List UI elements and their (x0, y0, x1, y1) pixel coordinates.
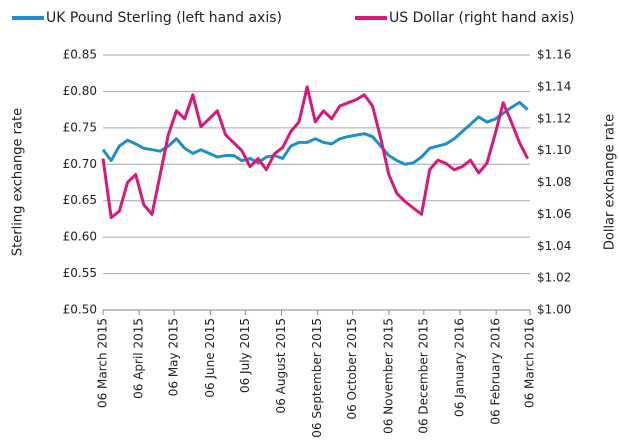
y2-tick-label: $1.00 (537, 303, 571, 317)
y2-tick-label: $1.04 (537, 239, 571, 253)
x-tick-label: 06 January 2016 (453, 318, 467, 417)
y2-tick-label: $1.06 (537, 207, 571, 221)
y2-tick-label: $1.14 (537, 79, 571, 93)
legend-label: UK Pound Sterling (left hand axis) (46, 10, 282, 26)
y-tick-label: £0.85 (63, 48, 97, 62)
y-tick-label: £0.70 (63, 157, 97, 171)
y-tick-label: £0.55 (63, 266, 97, 280)
y-tick-label: £0.75 (63, 120, 97, 134)
x-tick-label: 06 November 2015 (381, 318, 395, 434)
x-tick-label: 06 October 2015 (345, 318, 359, 419)
y-tick-label: £0.65 (63, 193, 97, 207)
x-tick-label: 06 July 2015 (238, 318, 252, 393)
y2-tick-label: $1.10 (537, 143, 571, 157)
y-tick-label: £0.80 (63, 84, 97, 98)
y2-tick-label: $1.12 (537, 111, 571, 125)
x-tick-label: 06 March 2015 (96, 318, 110, 408)
x-tick-label: 06 September 2015 (310, 318, 324, 438)
legend-label: US Dollar (right hand axis) (389, 10, 574, 26)
x-tick-label: 06 March 2016 (523, 318, 537, 408)
y2-tick-label: $1.02 (537, 271, 571, 285)
x-tick-label: 06 April 2015 (132, 318, 146, 399)
series-line (101, 100, 529, 166)
y-tick-label: £0.60 (63, 230, 97, 244)
x-tick-label: 06 December 2015 (416, 318, 430, 434)
x-tick-label: 06 May 2015 (167, 318, 181, 396)
series-line (101, 85, 530, 220)
x-tick-label: 06 February 2016 (489, 318, 503, 425)
x-tick-label: 06 June 2015 (203, 318, 217, 398)
y2-axis-title: Dollar exchange rate (603, 114, 618, 250)
y-tick-label: £0.50 (63, 303, 97, 317)
y-axis-title: Sterling exchange rate (11, 108, 26, 256)
x-tick-label: 06 August 2015 (274, 318, 288, 413)
y2-tick-label: $1.08 (537, 175, 571, 189)
y2-tick-label: $1.16 (537, 48, 571, 62)
